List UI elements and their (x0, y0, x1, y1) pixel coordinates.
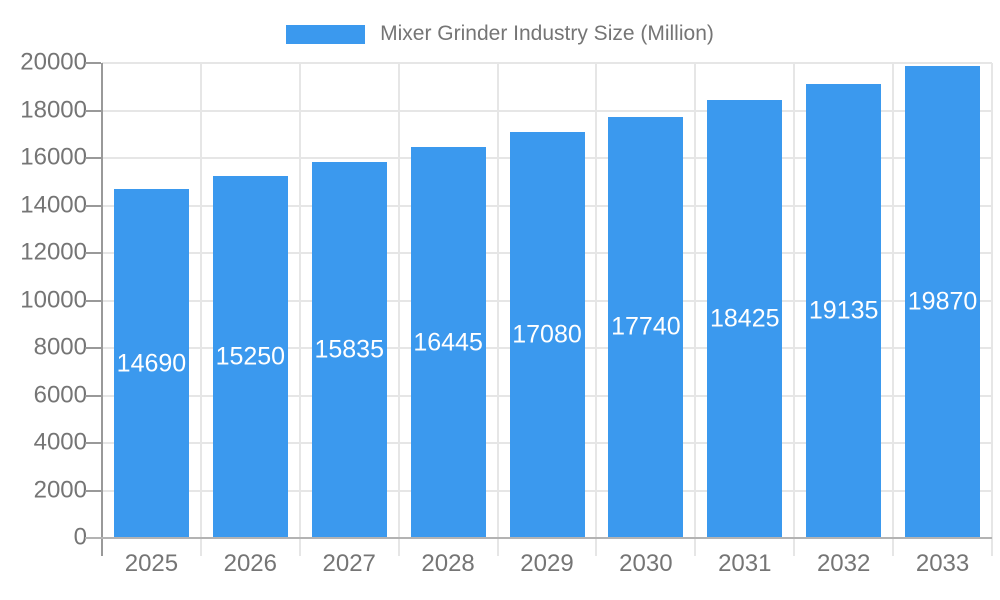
gridline-vertical (298, 63, 301, 556)
bar-value-label: 15250 (215, 342, 286, 371)
legend[interactable]: Mixer Grinder Industry Size (Million) (0, 20, 1000, 48)
plot-area: 0 2000 4000 6000 8000 10000 12000 14000 16000 180… (20, 48, 993, 577)
bar-2025[interactable]: 14690 (113, 189, 189, 538)
y-axis-tick (85, 157, 101, 159)
gridline-vertical (694, 63, 697, 556)
legend-label: Mixer Grinder Industry Size (Million) (380, 22, 714, 45)
y-axis-tick-label: 10000 (20, 285, 87, 313)
x-axis-label-2033: 2033 (915, 550, 970, 577)
y-axis-tick-label: 14000 (20, 190, 87, 218)
x-axis-label-2025: 2025 (124, 550, 179, 577)
y-axis-tick-label: 0 (73, 523, 87, 551)
gridline-vertical (793, 63, 796, 556)
bar-2033[interactable]: 19870 (905, 66, 981, 538)
bar-2026[interactable]: 15250 (212, 175, 288, 538)
y-axis-tick-label: 6000 (33, 380, 87, 408)
gridline-vertical (991, 63, 993, 556)
x-axis-label-2029: 2029 (520, 550, 574, 577)
x-axis-label-2031: 2031 (718, 550, 772, 577)
gridline-vertical (496, 63, 499, 556)
y-axis-tick (85, 394, 101, 397)
gridline-vertical (199, 63, 202, 556)
bar-2027[interactable]: 15835 (311, 161, 387, 538)
y-axis-tick-label: 8000 (33, 333, 87, 361)
y-axis-tick-label: 4000 (33, 428, 87, 456)
bar-value-label: 17740 (611, 312, 681, 341)
gridline-horizontal (102, 109, 992, 112)
y-axis-tick-label: 12000 (20, 238, 87, 266)
x-axis-line (85, 537, 992, 539)
gridline-vertical (892, 63, 895, 556)
x-axis-label-2030: 2030 (619, 550, 673, 577)
bar-value-label: 19870 (907, 287, 978, 316)
y-axis-tick (85, 299, 101, 302)
gridline-vertical (595, 63, 598, 556)
bar-2031[interactable]: 18425 (707, 100, 783, 538)
bar-value-label: 18425 (710, 304, 780, 333)
y-axis-tick-label: 2000 (33, 475, 87, 503)
bar-2032[interactable]: 19135 (806, 83, 882, 538)
y-axis-tick-label: 18000 (20, 95, 87, 123)
y-axis-tick (85, 347, 101, 349)
bar-value-label: 16445 (413, 328, 483, 357)
x-axis-label-2032: 2032 (816, 550, 871, 577)
gridline-horizontal (102, 62, 992, 64)
bar-2029[interactable]: 17080 (509, 132, 585, 538)
bar-value-label: 19135 (808, 296, 879, 325)
y-axis-tick-label: 20000 (20, 48, 87, 76)
y-axis-tick (85, 489, 101, 492)
bar-2028[interactable]: 16445 (410, 147, 486, 538)
y-axis-line (101, 63, 103, 556)
bar-value-label: 17080 (512, 320, 582, 349)
x-axis-label-2028: 2028 (421, 550, 475, 577)
bar-value-label: 15835 (314, 335, 384, 364)
bar-2030[interactable]: 17740 (608, 116, 684, 538)
x-axis-label-2026: 2026 (223, 550, 277, 577)
y-axis-tick (85, 252, 101, 254)
x-axis-label-2027: 2027 (322, 550, 376, 577)
y-axis-tick (85, 109, 101, 112)
y-axis-tick (85, 204, 101, 207)
y-axis-tick-label: 16000 (20, 143, 87, 171)
legend-swatch (286, 24, 366, 44)
gridline-vertical (397, 63, 400, 556)
y-axis-tick (85, 442, 101, 444)
y-axis-tick (85, 62, 101, 64)
bar-value-label: 14690 (116, 349, 187, 378)
